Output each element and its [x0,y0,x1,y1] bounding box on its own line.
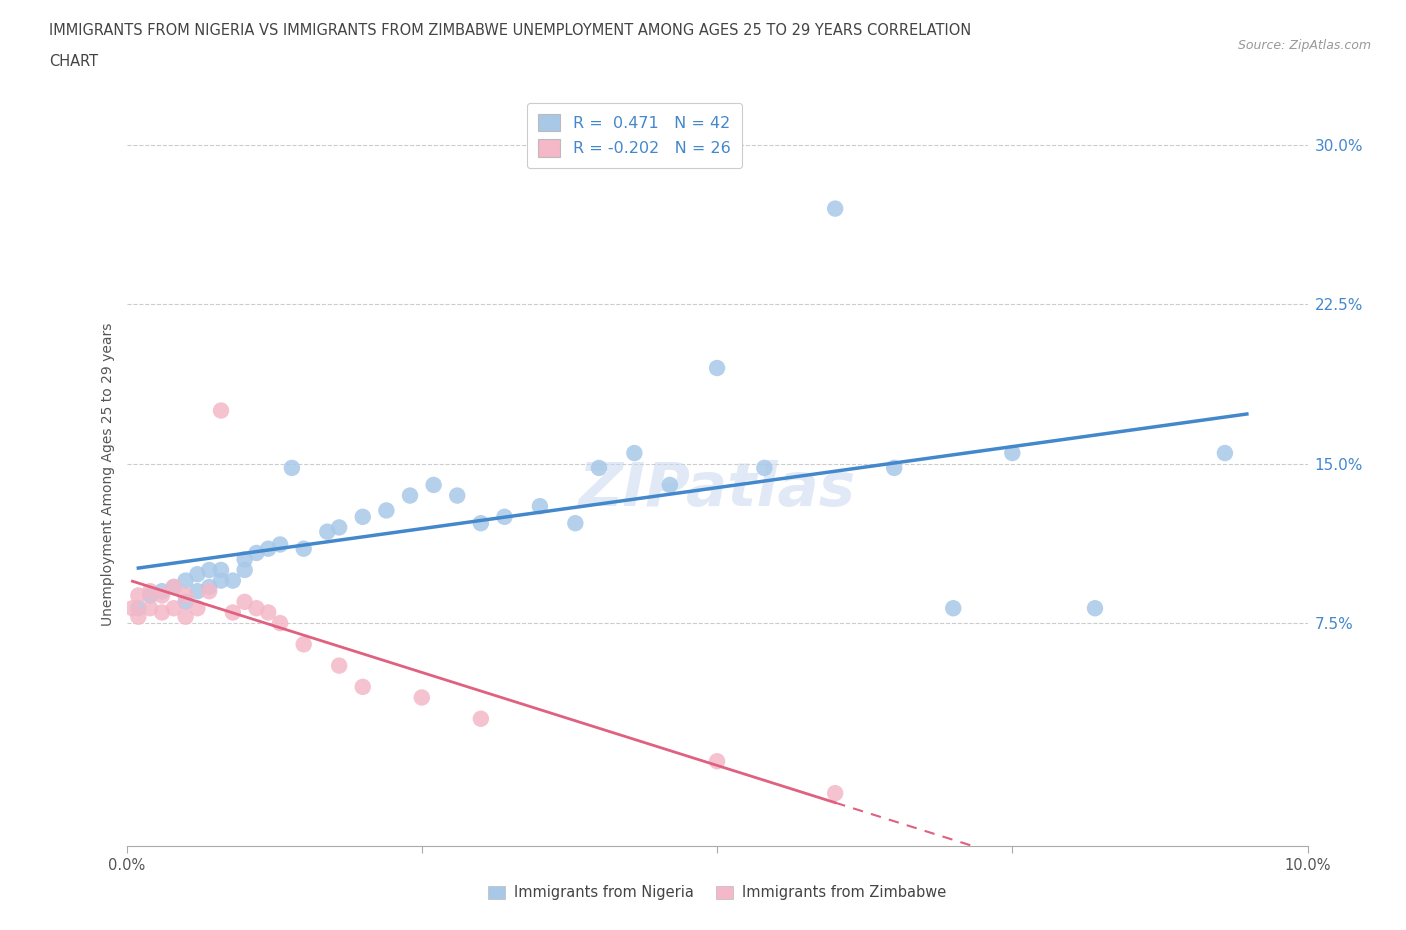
Point [186,566,208,581]
Point [269,537,291,551]
Point [352,680,374,695]
Point [292,637,315,652]
Point [174,609,197,624]
Point [198,584,221,599]
Point [198,563,221,578]
Legend: Immigrants from Nigeria, Immigrants from Zimbabwe: Immigrants from Nigeria, Immigrants from… [482,879,952,906]
Point [163,579,186,594]
Point [824,786,846,801]
Point [411,690,433,705]
Point [328,520,350,535]
Point [883,460,905,475]
Point [150,584,173,599]
Point [470,516,492,531]
Point [245,546,267,561]
Point [245,601,267,616]
Point [121,601,143,616]
Point [186,584,208,599]
Point [706,361,728,376]
Point [824,201,846,216]
Point [352,510,374,525]
Point [316,525,339,539]
Point [269,616,291,631]
Point [174,594,197,609]
Point [139,601,162,616]
Point [658,477,681,492]
Point [127,609,149,624]
Point [198,579,221,594]
Point [257,605,280,620]
Point [163,579,186,594]
Point [222,605,245,620]
Point [209,563,232,578]
Point [754,460,776,475]
Point [233,563,256,578]
Point [174,573,197,588]
Text: Source: ZipAtlas.com: Source: ZipAtlas.com [1237,39,1371,52]
Point [399,488,422,503]
Point [494,510,516,525]
Point [588,460,610,475]
Point [127,601,149,616]
Point [233,551,256,566]
Point [139,584,162,599]
Point [1001,445,1024,460]
Point [706,754,728,769]
Point [529,498,551,513]
Point [150,588,173,603]
Point [233,594,256,609]
Point [222,573,245,588]
Point [292,541,315,556]
Text: IMMIGRANTS FROM NIGERIA VS IMMIGRANTS FROM ZIMBABWE UNEMPLOYMENT AMONG AGES 25 T: IMMIGRANTS FROM NIGERIA VS IMMIGRANTS FR… [49,23,972,38]
Point [1084,601,1107,616]
Point [1213,445,1236,460]
Point [139,588,162,603]
Point [127,588,149,603]
Point [174,588,197,603]
Point [623,445,645,460]
Text: CHART: CHART [49,54,98,69]
Point [470,711,492,726]
Point [942,601,965,616]
Point [328,658,350,673]
Point [257,541,280,556]
Point [564,516,586,531]
Y-axis label: Unemployment Among Ages 25 to 29 years: Unemployment Among Ages 25 to 29 years [101,323,115,626]
Point [422,477,444,492]
Point [163,601,186,616]
Point [186,601,208,616]
Point [375,503,398,518]
Point [209,403,232,418]
Point [281,460,304,475]
Point [209,573,232,588]
Point [150,605,173,620]
Text: ZIPatlas: ZIPatlas [578,459,856,519]
Point [446,488,468,503]
